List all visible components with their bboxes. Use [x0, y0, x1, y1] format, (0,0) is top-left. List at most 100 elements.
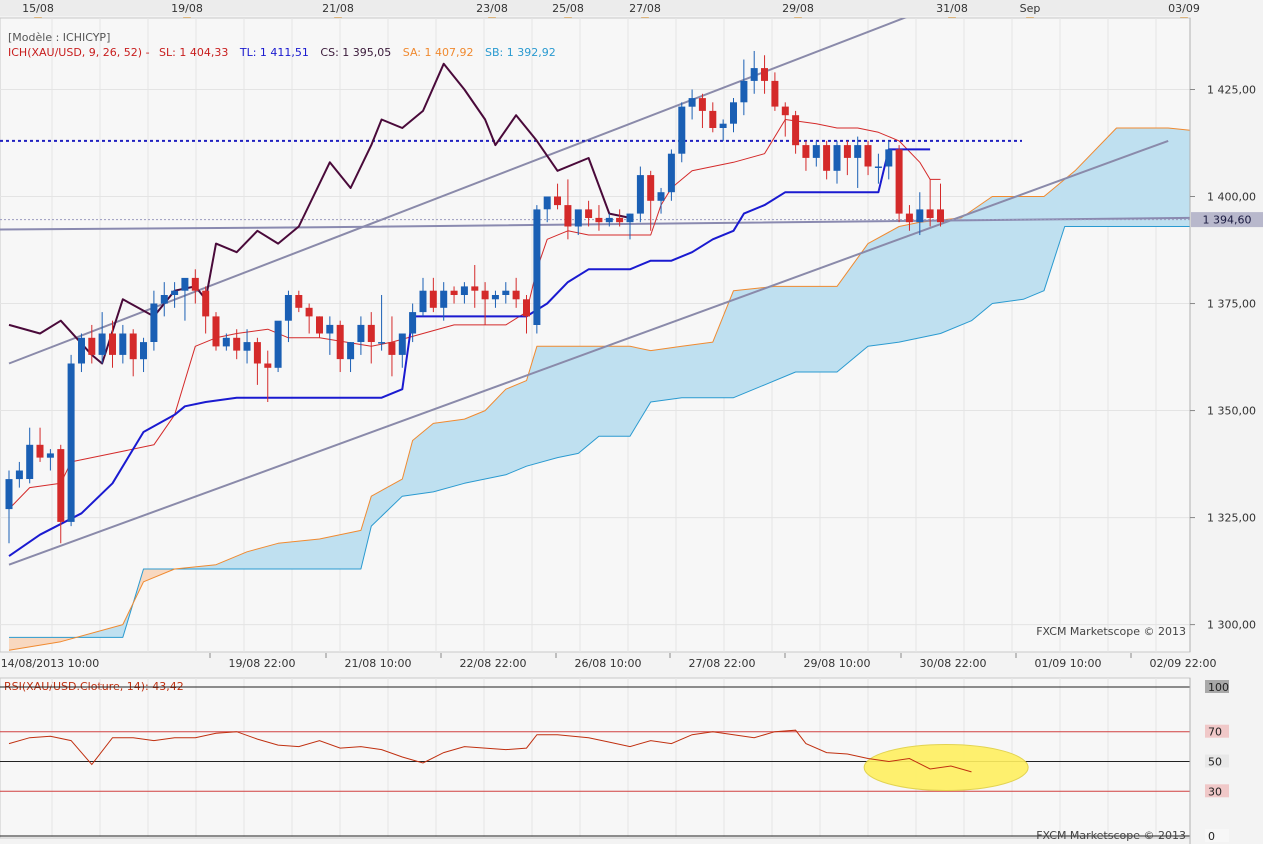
candle-body [533, 209, 541, 325]
candle [543, 196, 551, 223]
candle [533, 205, 541, 334]
candle [823, 140, 831, 180]
candle [191, 269, 199, 304]
candle-body [657, 192, 665, 201]
rsi-level-label-bg [1205, 754, 1229, 768]
candle [688, 89, 696, 120]
candle-body [926, 209, 934, 218]
support-line [0, 216, 1190, 231]
candle-body [626, 213, 634, 223]
bottom-date-label: 19/08 22:00 [229, 657, 296, 670]
candle-body [129, 333, 137, 360]
candle [357, 316, 365, 355]
candle-body [181, 277, 189, 291]
candle-body [67, 363, 75, 522]
candle [129, 329, 137, 377]
rsi-series [8, 729, 1029, 791]
candle-body [833, 145, 841, 171]
candle-body [512, 290, 520, 300]
rsi-level-label: 30 [1208, 785, 1222, 798]
top-date-label: 25/08 [552, 2, 584, 15]
rsi-level-label-bg [1205, 784, 1229, 798]
top-date-strip [0, 0, 1190, 16]
candle [88, 324, 96, 364]
candle-body [761, 68, 768, 81]
candle-body [109, 333, 116, 355]
bottom-date-axis: 14/08/2013 10:00 19/08 22:00 21/08 10:00 22… [1, 653, 1216, 670]
candle-body [885, 149, 893, 167]
candle [574, 209, 582, 236]
candle [802, 140, 810, 171]
candle [233, 329, 241, 360]
candle-body [57, 449, 65, 522]
candle [140, 337, 147, 373]
candle-body [502, 290, 510, 295]
rsi-level-label: 0 [1208, 830, 1215, 843]
candle [78, 333, 85, 373]
channel-lower-line [8, 139, 1169, 566]
candle-body [688, 98, 696, 107]
kijun-sen-line [8, 148, 931, 557]
candle-body [347, 342, 355, 360]
candle [667, 149, 675, 201]
rsi-level-label-bg [1205, 680, 1229, 693]
watermark-rsi: FXCM Marketscope © 2013 [1036, 829, 1186, 842]
candle [326, 316, 334, 355]
candle [937, 183, 944, 227]
candle-body [316, 316, 323, 334]
candle [854, 136, 862, 188]
candle-body [812, 145, 820, 158]
rsi-level-label-bg [1205, 829, 1229, 842]
candle [284, 290, 292, 343]
candle-body [398, 333, 406, 355]
candle [347, 342, 355, 373]
candle [554, 183, 561, 210]
candle-body [574, 209, 582, 227]
candle [905, 205, 913, 231]
candle [792, 110, 800, 154]
candle-body [647, 175, 655, 201]
candle-body [357, 324, 365, 342]
rsi-line [8, 729, 972, 773]
candle-body [26, 444, 34, 479]
current-price-marker: 1 394,60 [1191, 212, 1263, 228]
candle [419, 277, 427, 317]
candle-body [895, 149, 903, 214]
price-pane [0, 17, 1191, 653]
candle [512, 277, 520, 308]
candle [585, 200, 593, 227]
candle-body [730, 102, 737, 124]
legend-sb: SB: 1 392,92 [485, 46, 556, 59]
cloud-bullish [174, 128, 1190, 569]
candle-body [222, 337, 230, 347]
candle [626, 213, 634, 240]
candle-body [854, 145, 862, 158]
candle-body [792, 115, 800, 146]
candle [502, 282, 510, 304]
highlight-ellipse [863, 743, 1029, 791]
candle [150, 290, 158, 351]
candle-body [460, 286, 468, 295]
candle [864, 140, 872, 176]
candle-body [305, 307, 313, 317]
top-date-label: Sep [1020, 2, 1041, 15]
candle [481, 282, 489, 325]
candle-body [388, 342, 396, 355]
price-tick-label: 1 425,00 [1207, 83, 1256, 96]
bottom-date-label: 30/08 22:00 [920, 657, 987, 670]
candle [336, 320, 344, 373]
candle-body [843, 145, 851, 158]
candle-body [233, 337, 241, 351]
candle-body [419, 290, 427, 313]
candle-body [253, 342, 261, 364]
candle [678, 102, 686, 163]
candle [243, 329, 251, 364]
candle-body [491, 295, 499, 300]
candle [264, 350, 272, 402]
candle [367, 312, 375, 364]
candlesticks [5, 50, 944, 544]
candle [222, 333, 230, 351]
candle-body [636, 175, 644, 214]
rsi-level-label: 100 [1208, 681, 1229, 694]
candle-body [88, 337, 96, 355]
